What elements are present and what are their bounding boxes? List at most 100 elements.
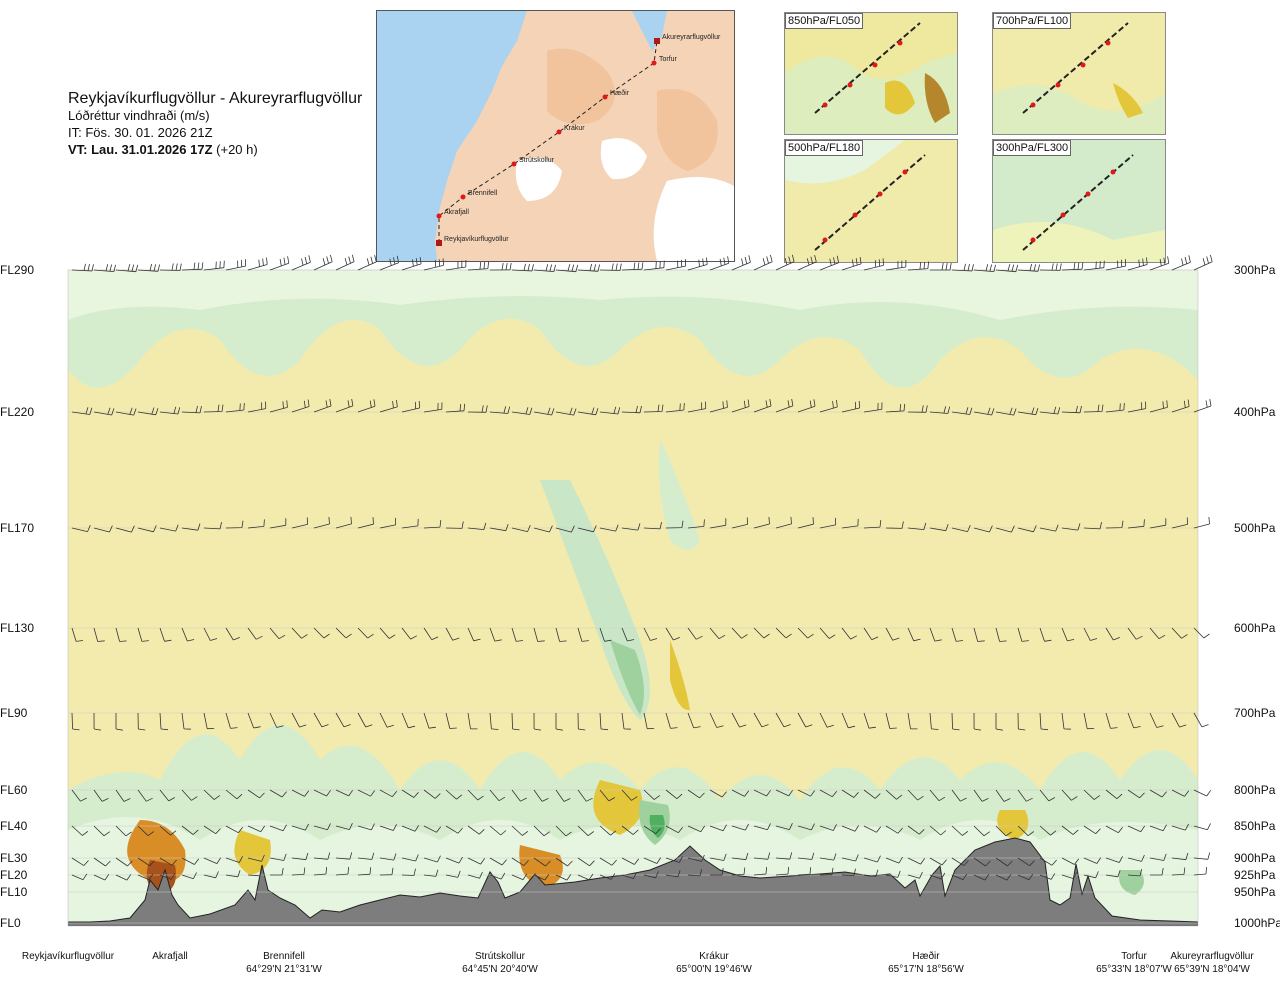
wind-barb bbox=[1149, 256, 1170, 271]
wind-barb bbox=[797, 867, 812, 876]
wind-barb bbox=[621, 405, 642, 414]
wind-barb bbox=[599, 524, 619, 532]
wind-barb bbox=[181, 262, 204, 271]
wind-barb bbox=[709, 824, 727, 832]
wind-barb bbox=[467, 857, 486, 865]
wind-barb bbox=[819, 853, 837, 861]
wind-barb bbox=[1193, 852, 1211, 860]
wind-barb bbox=[1083, 260, 1105, 271]
wind-barb bbox=[511, 524, 531, 532]
wind-barb bbox=[797, 789, 816, 797]
level-hpa-label: 500hPa bbox=[1234, 521, 1276, 535]
wind-barb bbox=[159, 789, 175, 802]
wind-barb bbox=[1039, 263, 1062, 271]
wind-barb bbox=[643, 789, 661, 800]
wind-barb bbox=[819, 399, 838, 413]
wind-barb bbox=[115, 264, 139, 273]
wind-barb bbox=[709, 627, 726, 640]
wind-barb bbox=[357, 255, 377, 271]
inset-300-canvas bbox=[993, 140, 1165, 262]
route-map[interactable]: Akureyrarflugvöllur Torfur Hæðir Krákur Strú… bbox=[376, 10, 735, 262]
wind-barb bbox=[533, 789, 549, 802]
waypoint-marker bbox=[602, 94, 608, 100]
location-label: Brennifell 64°29'N 21°31'W bbox=[219, 950, 349, 976]
wind-barb bbox=[269, 789, 287, 798]
wind-barb bbox=[621, 262, 644, 271]
wind-barb bbox=[423, 520, 442, 529]
location-coord: 65°17'N 18°56'W bbox=[888, 964, 964, 975]
wind-barb bbox=[423, 712, 436, 729]
waypoint-label: Reykjavíkurflugvöllur bbox=[444, 236, 509, 243]
wind-barb bbox=[445, 825, 463, 834]
wind-barb bbox=[71, 524, 91, 532]
wind-barb bbox=[731, 517, 748, 529]
wind-barb bbox=[929, 857, 947, 866]
wind-barb bbox=[445, 870, 461, 878]
location-name: Akureyrarflugvöllur bbox=[1170, 951, 1254, 962]
wind-barb bbox=[907, 522, 927, 530]
wind-barb bbox=[1017, 627, 1029, 642]
level-fl-label: FL10 bbox=[0, 885, 28, 899]
wind-barb bbox=[445, 789, 463, 800]
inset-300[interactable]: 300hPa/FL300 bbox=[992, 139, 1166, 263]
wind-barb bbox=[951, 825, 969, 836]
wind-barb bbox=[1039, 627, 1052, 642]
wind-barb bbox=[247, 854, 265, 862]
wind-barb bbox=[1171, 852, 1189, 861]
wind-barb bbox=[137, 825, 154, 837]
wind-barb bbox=[907, 261, 929, 271]
wind-barb bbox=[225, 259, 246, 271]
wind-barb bbox=[1171, 399, 1190, 413]
wind-barb bbox=[863, 825, 882, 833]
wind-barb bbox=[687, 825, 706, 833]
wind-barb bbox=[885, 870, 901, 878]
wind-barb bbox=[225, 825, 244, 834]
wind-barb bbox=[819, 255, 839, 271]
inset-700[interactable]: 700hPa/FL100 bbox=[992, 12, 1166, 135]
wind-barb bbox=[1171, 255, 1191, 271]
wind-barb bbox=[445, 521, 464, 529]
waypoint-label: Krákur bbox=[564, 125, 585, 132]
wind-barb bbox=[467, 522, 487, 530]
wind-barb bbox=[115, 525, 135, 533]
wind-barb bbox=[379, 517, 397, 529]
wind-barb bbox=[1193, 866, 1207, 876]
wind-barb bbox=[445, 403, 466, 413]
wind-barb bbox=[753, 254, 773, 271]
wind-barb bbox=[1149, 789, 1167, 798]
level-hpa-label: 400hPa bbox=[1234, 405, 1276, 419]
wind-barb bbox=[357, 867, 372, 876]
inset-500[interactable]: 500hPa/FL180 bbox=[784, 139, 958, 263]
wind-barb bbox=[1017, 825, 1034, 837]
wind-barb bbox=[533, 873, 550, 881]
wind-barb bbox=[775, 852, 793, 860]
wind-barb bbox=[841, 868, 856, 876]
wind-barb bbox=[93, 407, 115, 416]
wind-barb bbox=[467, 712, 478, 730]
wind-barb bbox=[863, 789, 881, 799]
wind-barb bbox=[93, 627, 105, 642]
wind-barb bbox=[687, 712, 701, 729]
inset-700-canvas bbox=[993, 13, 1165, 134]
level-fl-label: FL30 bbox=[0, 851, 28, 865]
wind-barb bbox=[731, 627, 748, 639]
level-hpa-label: 1000hPa bbox=[1234, 916, 1280, 930]
wind-barb bbox=[115, 789, 131, 802]
wind-barb bbox=[533, 627, 545, 642]
inset-850[interactable]: 850hPa/FL050 bbox=[784, 12, 958, 135]
wind-barb bbox=[643, 627, 658, 641]
wind-barb bbox=[401, 854, 419, 862]
wind-barb bbox=[819, 824, 837, 831]
wind-barb bbox=[665, 627, 680, 641]
wind-barb bbox=[930, 263, 952, 271]
wind-barb bbox=[1149, 627, 1166, 640]
wind-barb bbox=[973, 525, 993, 533]
wind-barb bbox=[511, 857, 529, 866]
wind-barb bbox=[423, 402, 443, 413]
wind-barb bbox=[115, 627, 127, 642]
wind-barb bbox=[423, 855, 441, 863]
wind-barb bbox=[1193, 516, 1210, 529]
wind-barb bbox=[555, 525, 575, 533]
level-fl-label: FL40 bbox=[0, 819, 28, 833]
